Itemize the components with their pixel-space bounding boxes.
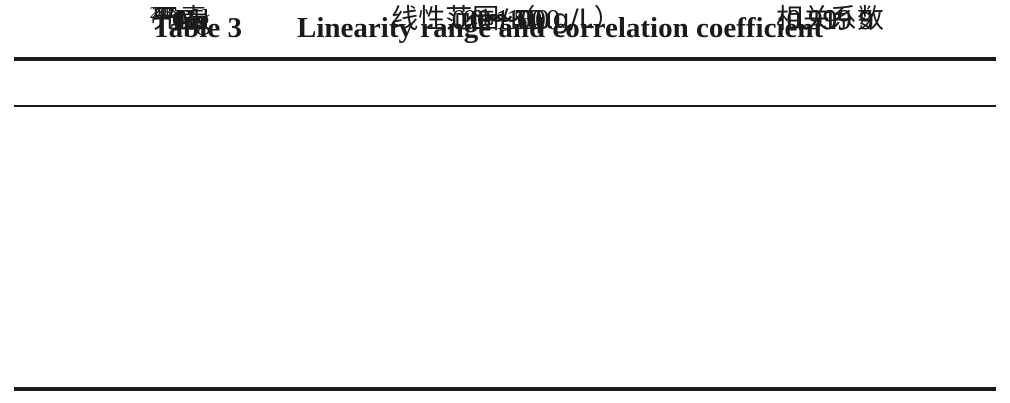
coefficient-cell: 0.999 9 <box>786 4 874 36</box>
header-linearity-range: 线性范围/（μg/L） <box>391 4 621 35</box>
element-symbol: As <box>172 4 205 36</box>
table-title: Linearity range and correlation coeffici… <box>297 12 824 44</box>
isotope-mass: 111 <box>150 3 176 22</box>
element-symbol: Pb <box>177 4 209 36</box>
coefficient-cell: 0.999 3 <box>786 4 874 36</box>
coefficient-cell: 1 <box>822 4 838 36</box>
coefficient-cell: 1 <box>822 4 838 36</box>
isotope-mass: 75 <box>155 3 173 22</box>
header-element: 元素 <box>153 4 207 35</box>
range-cell: 0～10 <box>469 4 543 36</box>
bottom-rule <box>14 387 996 391</box>
element-symbol: Cu <box>171 4 206 36</box>
isotope-mass: 52 <box>157 3 174 22</box>
top-rule <box>14 57 996 61</box>
element-cell: 208Pb <box>80 0 280 40</box>
isotope-mass: 63 <box>154 3 172 22</box>
range-cell: 0～50 <box>469 4 543 36</box>
table-caption: Table 3 Linearity range and correlation … <box>0 8 1010 48</box>
element-cell: 75As <box>80 0 280 40</box>
header-rule <box>14 105 996 107</box>
table-number: Table 3 <box>152 12 242 44</box>
element-cell: 52Cr <box>80 0 280 40</box>
range-cell: 0～1 000 <box>451 4 561 36</box>
element-cell: 63Cu <box>80 0 280 40</box>
range-cell: 0～10 <box>469 4 543 36</box>
isotope-mass: 202 <box>149 3 176 22</box>
element-symbol: Cr <box>174 4 203 36</box>
coefficient-cell: 0.999 9 <box>786 4 874 36</box>
range-cell: 0～100 <box>462 4 550 36</box>
range-cell: 0～5 <box>476 4 535 36</box>
element-symbol: Cd <box>175 4 210 36</box>
element-cell: 202Hg <box>80 0 280 40</box>
header-correlation-coefficient: 相关系数 <box>776 4 884 35</box>
isotope-mass: 208 <box>151 3 178 22</box>
element-cell: 111Cd <box>80 0 280 40</box>
element-symbol: Hg <box>175 4 211 36</box>
coefficient-cell: 1 <box>822 4 838 36</box>
